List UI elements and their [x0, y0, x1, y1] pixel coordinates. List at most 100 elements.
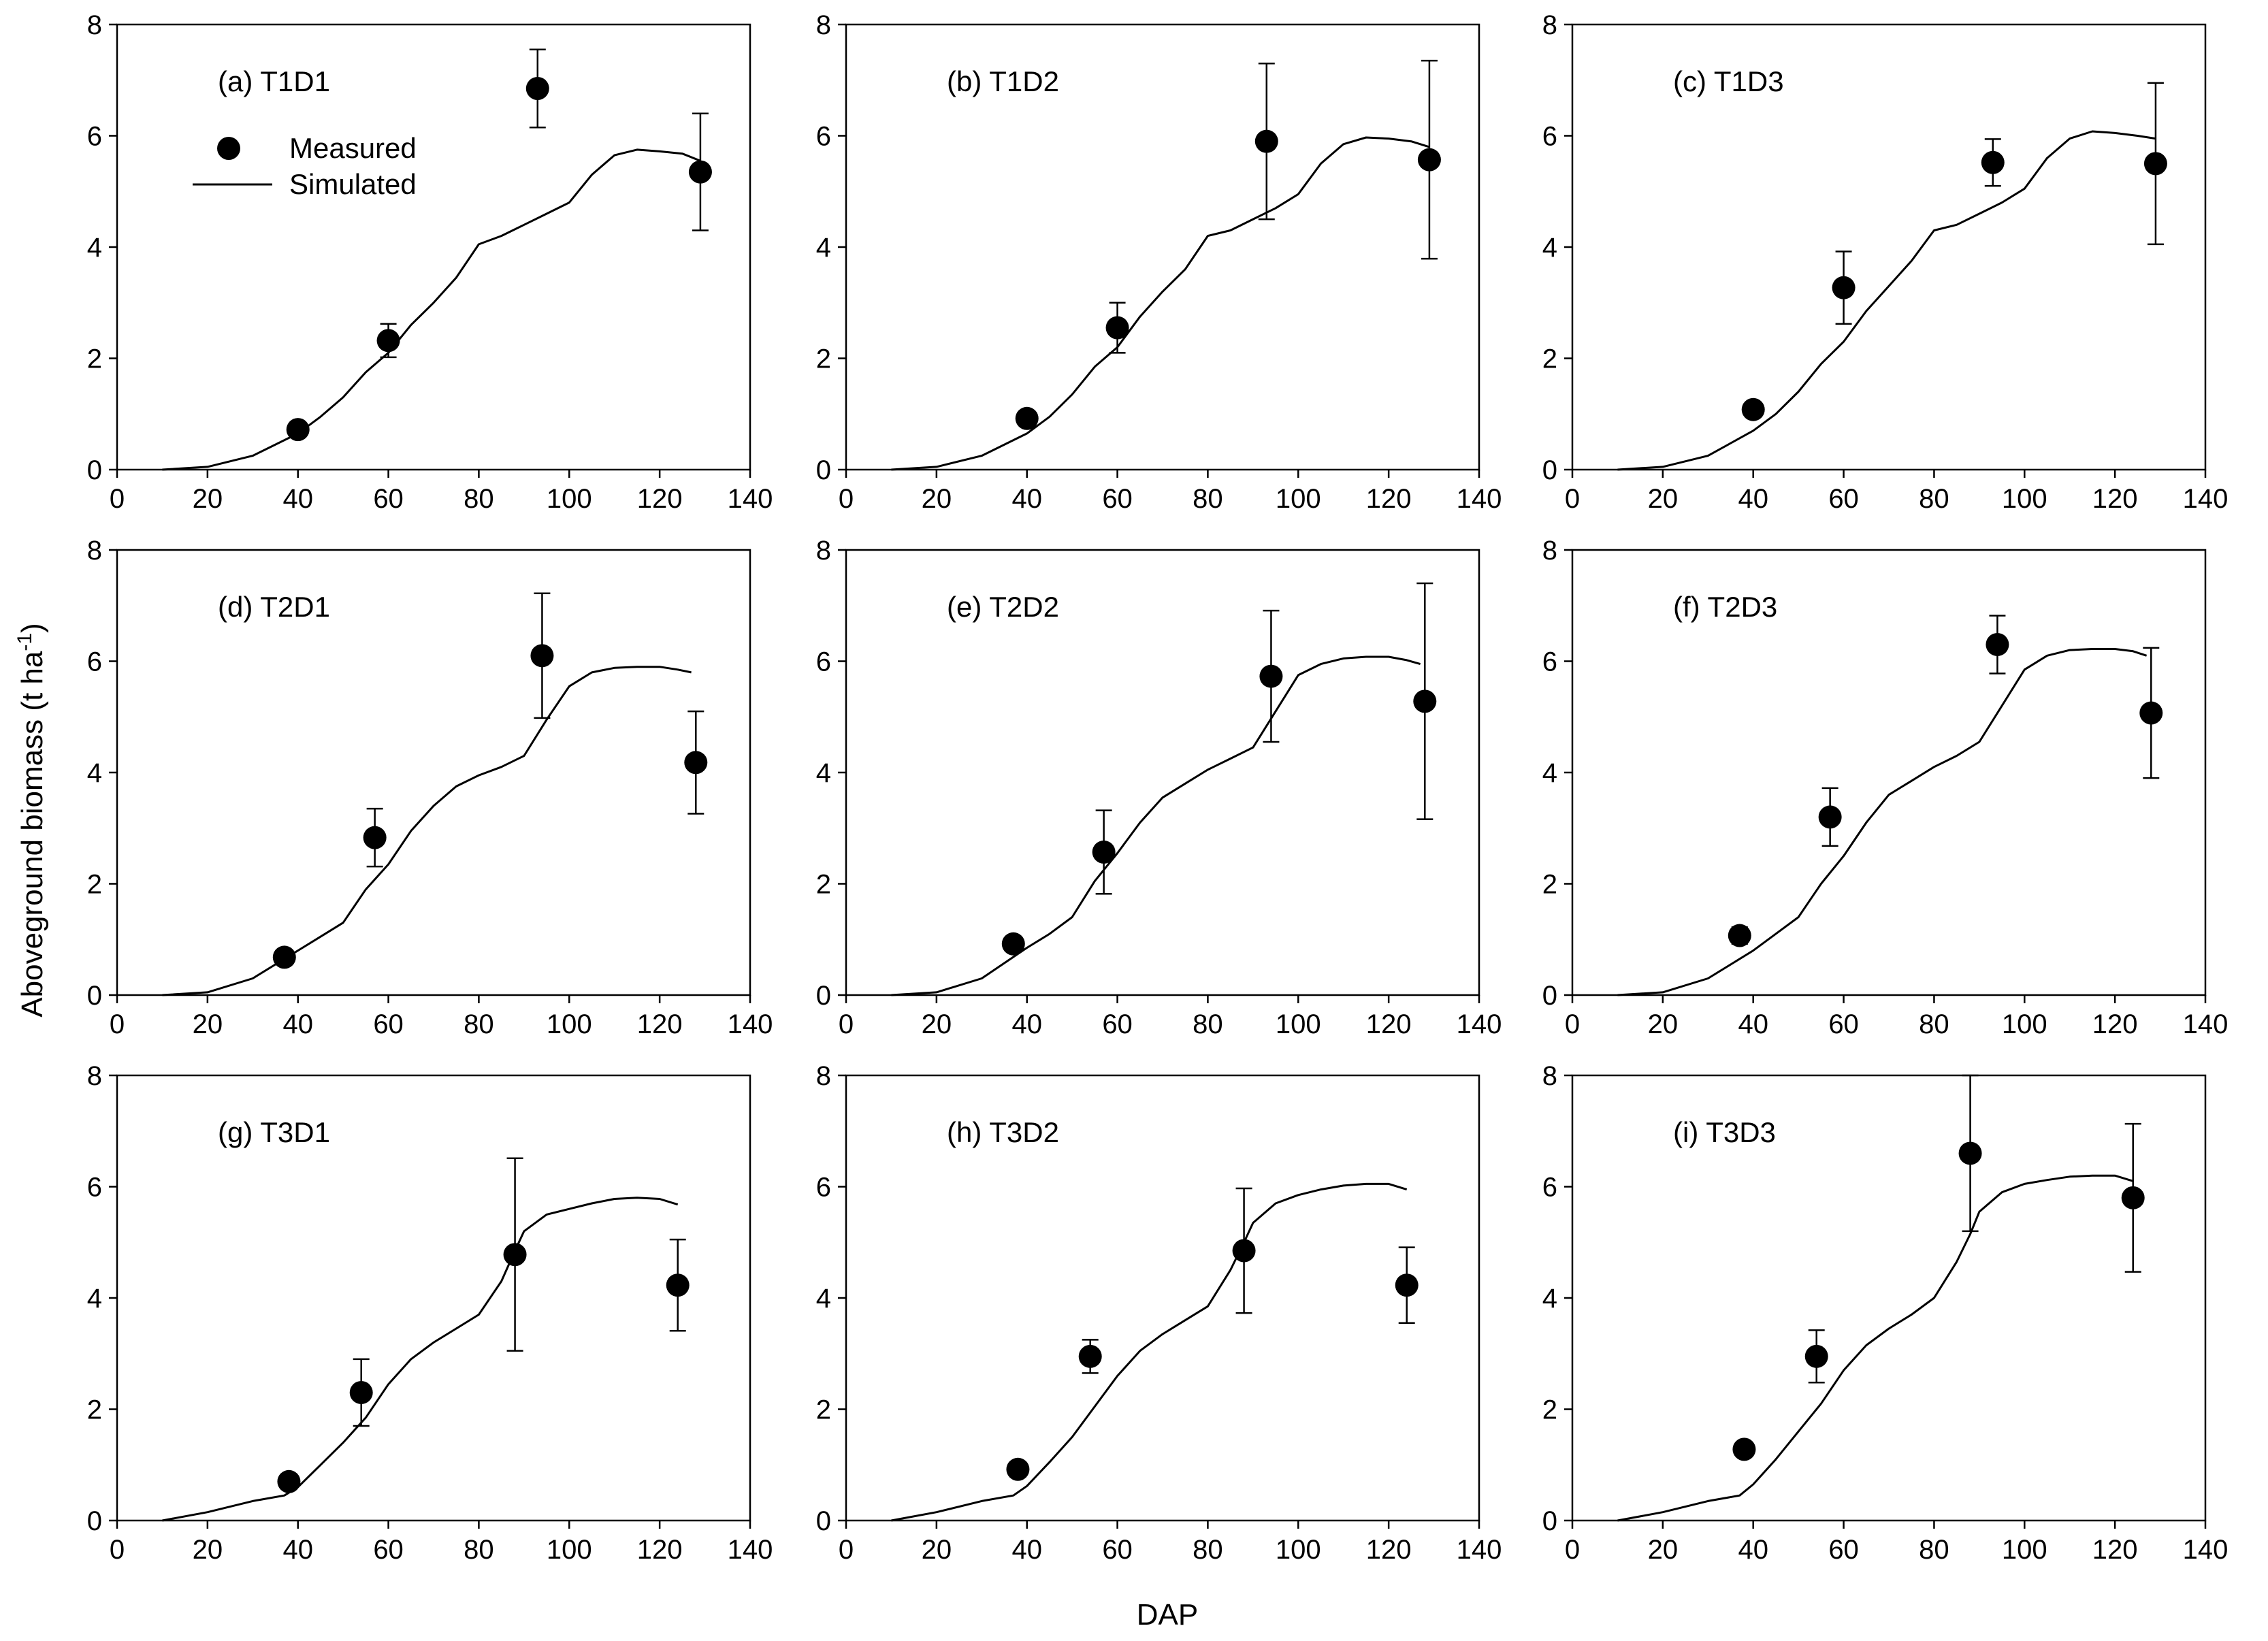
y-tick-label: 8 [87, 536, 102, 566]
simulated-line [162, 148, 701, 471]
x-tick-label: 120 [1366, 484, 1412, 514]
y-tick-label: 2 [1542, 870, 1557, 900]
y-tick-label: 2 [87, 1395, 102, 1425]
x-tick-label: 20 [193, 1535, 223, 1565]
x-tick-label: 20 [1648, 1009, 1679, 1039]
y-tick-label: 0 [87, 981, 102, 1011]
x-tick-label: 0 [110, 484, 125, 514]
measured-point [1259, 664, 1283, 688]
x-tick-label: 40 [1011, 1535, 1042, 1565]
measured-point [376, 329, 400, 353]
measured-point [2139, 701, 2163, 725]
y-tick-label: 6 [816, 647, 831, 677]
x-tick-label: 60 [1102, 484, 1133, 514]
panel-title: (e) T2D2 [947, 591, 1059, 623]
x-tick-label: 20 [193, 484, 223, 514]
y-tick-label: 6 [1542, 1173, 1557, 1203]
y-tick-label: 8 [1542, 10, 1557, 40]
measured-point [277, 1469, 301, 1493]
x-tick-label: 140 [728, 484, 773, 514]
y-tick-label: 0 [1542, 981, 1557, 1011]
x-tick-label: 40 [1738, 1009, 1768, 1039]
x-tick-label: 140 [728, 1535, 773, 1565]
y-tick-label: 2 [816, 1395, 831, 1425]
panel-6: 0 20 40 60 80 100 120 140 0 2 4 6 8 (f) T2D3 [1542, 536, 2229, 1039]
measured-point [272, 945, 296, 969]
plot-frame [1571, 1074, 2207, 1522]
x-tick-label: 0 [839, 1535, 854, 1565]
measured-point [1078, 1344, 1102, 1368]
y-tick-label: 6 [1542, 647, 1557, 677]
y-tick-label: 4 [1542, 1284, 1557, 1314]
panel-title: (f) T2D3 [1673, 591, 1777, 623]
legend-measured-label: Measured [289, 132, 417, 164]
x-tick-label: 40 [282, 484, 313, 514]
y-tick-label: 2 [816, 870, 831, 900]
x-tick-label: 40 [1738, 484, 1768, 514]
plot-frame [1571, 23, 2207, 471]
simulated-line [891, 136, 1430, 471]
panel-title: (d) T2D1 [218, 591, 330, 623]
legend-simulated-label: Simulated [289, 168, 417, 200]
y-tick-label: 4 [1542, 758, 1557, 788]
plot-frame [116, 1074, 751, 1522]
x-tick-label: 80 [464, 484, 494, 514]
y-tick-label: 8 [816, 536, 831, 566]
y-tick-label: 4 [816, 233, 831, 263]
measured-point [684, 751, 708, 775]
measured-point [1254, 129, 1278, 153]
x-tick-label: 60 [373, 1535, 404, 1565]
y-tick-label: 2 [1542, 344, 1557, 374]
panel-3: 0 20 40 60 80 100 120 140 0 2 4 6 8 (c) T1D3 [1542, 10, 2229, 514]
x-tick-label: 100 [2002, 1009, 2047, 1039]
x-tick-label: 60 [1102, 1009, 1133, 1039]
x-tick-label: 0 [1565, 1009, 1580, 1039]
x-tick-label: 140 [1457, 1009, 1502, 1039]
x-tick-label: 120 [637, 1009, 683, 1039]
y-tick-label: 8 [816, 10, 831, 40]
measured-point [1413, 689, 1437, 713]
x-tick-label: 20 [922, 1535, 952, 1565]
y-tick-label: 2 [87, 870, 102, 900]
plot-frame [845, 549, 1480, 996]
x-tick-label: 80 [464, 1535, 494, 1565]
x-tick-label: 40 [1011, 1009, 1042, 1039]
measured-point [2121, 1186, 2145, 1209]
measured-point [1417, 148, 1441, 172]
y-tick-label: 0 [87, 1506, 102, 1536]
x-tick-label: 20 [1648, 484, 1679, 514]
x-axis-title: DAP [1137, 1598, 1198, 1631]
x-tick-label: 80 [1919, 1535, 1949, 1565]
x-tick-label: 40 [1011, 484, 1042, 514]
measured-point [1105, 316, 1129, 340]
y-tick-label: 6 [1542, 122, 1557, 152]
x-tick-label: 0 [110, 1535, 125, 1565]
measured-point [1232, 1239, 1256, 1263]
x-tick-label: 20 [193, 1009, 223, 1039]
y-tick-label: 4 [87, 1284, 102, 1314]
y-tick-label: 8 [1542, 536, 1557, 566]
measured-point [1732, 1437, 1756, 1461]
measured-point [1818, 805, 1842, 829]
x-tick-label: 140 [2183, 1009, 2229, 1039]
x-tick-label: 140 [1457, 484, 1502, 514]
y-tick-label: 6 [87, 122, 102, 152]
y-tick-label: 8 [87, 10, 102, 40]
measured-point [530, 644, 554, 668]
panel-9: 0 20 40 60 80 100 120 140 0 2 4 6 8 (i) T3D3 [1542, 1061, 2229, 1565]
measured-point [1958, 1141, 1982, 1165]
x-tick-label: 100 [547, 1535, 592, 1565]
x-tick-label: 100 [547, 1009, 592, 1039]
panel-8: 0 20 40 60 80 100 120 140 0 2 4 6 8 (h) T3D2 [816, 1061, 1502, 1565]
measured-point [1728, 924, 1751, 947]
measured-point [1006, 1457, 1030, 1481]
y-tick-label: 4 [816, 1284, 831, 1314]
measured-point [666, 1273, 690, 1297]
y-tick-label: 6 [816, 122, 831, 152]
measured-point [688, 160, 712, 184]
x-tick-label: 0 [110, 1009, 125, 1039]
legend-measured-marker [217, 137, 240, 160]
measured-point [1092, 840, 1116, 864]
x-tick-label: 0 [839, 484, 854, 514]
